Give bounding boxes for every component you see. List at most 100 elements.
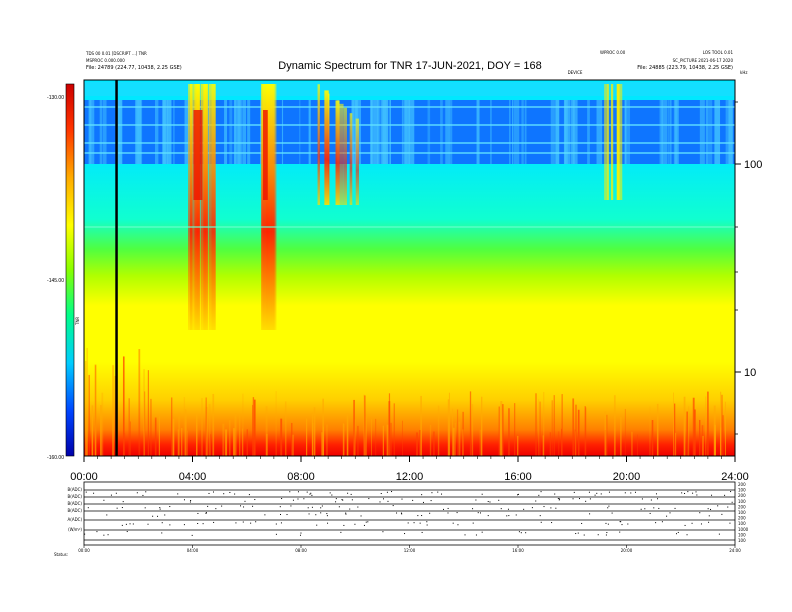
sub-panel-point [700, 523, 702, 525]
low-frequency-streak [651, 420, 654, 456]
burst-streak [607, 84, 610, 200]
sub-panel-point [675, 533, 677, 535]
blue-band-gap [401, 100, 404, 164]
burst-streak [271, 84, 277, 330]
burst-streak [196, 84, 201, 330]
low-frequency-streak [375, 418, 377, 456]
low-frequency-streak [707, 391, 709, 456]
sub-panel-point [264, 514, 266, 516]
sub-panel-footer-label: Status: [54, 552, 68, 557]
sub-panel-point [252, 505, 254, 507]
low-frequency-streak [370, 418, 372, 456]
low-frequency-streak [429, 424, 432, 456]
blue-band-gap [238, 100, 243, 164]
sub-panel-point [212, 491, 214, 493]
low-frequency-streak [185, 409, 187, 456]
sub-panel-point [621, 524, 623, 526]
blue-band-gap [235, 100, 241, 164]
sub-panel-point [605, 534, 607, 536]
sub-panel-point [578, 498, 580, 500]
burst-streak [335, 100, 340, 205]
sub-panel-point [401, 498, 403, 500]
low-frequency-streak [448, 392, 450, 456]
low-frequency-streak [280, 418, 283, 456]
sub-panel-point [213, 521, 215, 523]
low-frequency-streak [649, 406, 651, 456]
sub-panel-point [517, 494, 519, 496]
sub-x-tick-label: 00:00 [78, 548, 90, 553]
sub-panel-point [558, 499, 560, 501]
sub-panel-point [152, 515, 154, 517]
sub-panel-point [110, 494, 112, 496]
sub-panel-point [351, 499, 353, 501]
sub-panel-point [710, 508, 712, 510]
blue-band-gap [233, 100, 237, 164]
low-frequency-streak [456, 409, 459, 456]
sub-panel-point [589, 498, 591, 500]
blue-band-gap [137, 100, 140, 164]
sub-panel-point [443, 508, 445, 510]
sub-panel-point [600, 493, 602, 495]
sub-panel-point [475, 499, 477, 501]
low-frequency-streak [284, 401, 287, 456]
sub-panel-point [543, 506, 545, 508]
burst-streak [211, 84, 216, 330]
low-frequency-streak [343, 423, 345, 456]
low-frequency-streak [322, 398, 324, 456]
sub-panel-point [421, 494, 423, 496]
low-frequency-streak [401, 420, 403, 456]
sub-panel-right-label: 200 [738, 516, 746, 521]
sub-panel-point [335, 498, 337, 500]
low-frequency-streak [452, 408, 454, 456]
sub-panel-point [669, 512, 671, 514]
low-frequency-streak [88, 374, 90, 456]
low-frequency-streak [91, 405, 94, 456]
sub-panel-point [421, 531, 423, 533]
blue-band-gap [427, 100, 431, 164]
sub-panel-point [535, 500, 537, 502]
low-frequency-streak [674, 403, 676, 456]
blue-band-gap [247, 100, 251, 164]
blue-band-gap [184, 100, 190, 164]
low-frequency-streak [364, 395, 366, 456]
sub-panel-point [727, 506, 729, 508]
sub-panel-point [243, 506, 245, 508]
low-frequency-streak [393, 403, 395, 456]
low-frequency-streak [138, 349, 141, 456]
sub-x-tick-label: 20:00 [621, 548, 633, 553]
low-frequency-streak [688, 406, 690, 456]
blue-band-gap [102, 100, 107, 164]
low-frequency-streak [500, 401, 503, 456]
sub-panel-point [729, 522, 731, 524]
sub-panel-point [164, 514, 166, 516]
sub-panel-right-label: 100 [738, 538, 746, 543]
low-frequency-streak [388, 401, 391, 456]
sub-panel-point [197, 523, 199, 525]
low-frequency-streak [686, 411, 688, 456]
sub-panel-point [452, 522, 454, 524]
sub-panel-point [589, 513, 591, 515]
sub-panel-point [611, 512, 613, 514]
sub-panel-point [624, 492, 626, 494]
low-frequency-streak [265, 406, 268, 456]
blue-band-line [84, 152, 735, 154]
low-frequency-streak [416, 432, 418, 456]
low-frequency-streak [86, 347, 88, 456]
low-frequency-streak [172, 418, 175, 456]
low-frequency-streak [196, 414, 198, 456]
low-frequency-streak [290, 422, 293, 456]
sub-panel-point [242, 521, 244, 523]
low-frequency-streak [205, 407, 208, 456]
blue-band-line [84, 142, 735, 144]
colorbar [65, 83, 75, 457]
blue-band-gap [566, 100, 571, 164]
sub-panel-point [235, 522, 237, 524]
low-frequency-streak [234, 413, 237, 456]
burst-streak [266, 84, 270, 330]
blue-band-gap [89, 100, 95, 164]
blue-band-gap [99, 100, 103, 164]
blue-band-gap [661, 100, 668, 164]
sub-panel-point [525, 532, 527, 534]
sub-panel-point [279, 506, 281, 508]
sub-panel-point [103, 499, 105, 501]
